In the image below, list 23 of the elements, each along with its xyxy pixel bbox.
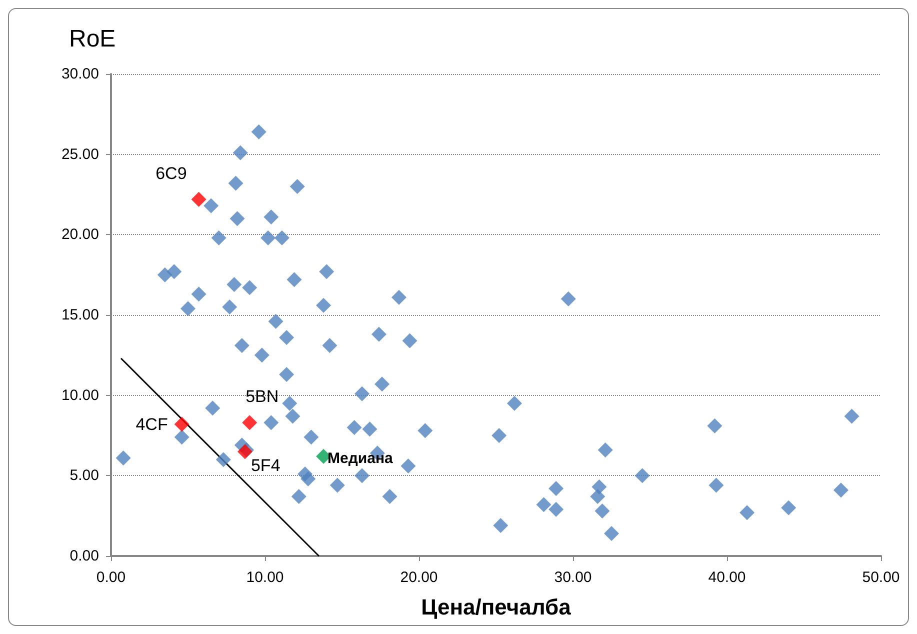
point [242, 415, 258, 430]
x-tick-label: 20.00 [400, 569, 438, 586]
x-tick-label: 50.00 [862, 569, 900, 586]
y-tick-label: 25.00 [61, 146, 99, 163]
x-tick-label: 40.00 [708, 569, 746, 586]
point [174, 416, 190, 432]
x-axis-title: Цена/печалба [421, 594, 572, 620]
y-tick-label: 5.00 [70, 467, 99, 484]
y-axis-title: RoE [69, 26, 116, 52]
y-tick-label: 15.00 [61, 306, 99, 324]
annotation: 5BN [246, 387, 279, 406]
annotation: 5F4 [250, 456, 280, 476]
y-tick-label: 10.00 [61, 386, 99, 404]
annotation: 6C9 [156, 164, 187, 183]
x-tick-label: 10.00 [246, 569, 284, 586]
y-tick-label: 30.00 [61, 66, 99, 82]
annotation: 4CF [136, 414, 168, 434]
x-tick-label: 30.00 [554, 569, 592, 586]
point [191, 192, 206, 207]
y-tick-label: 20.00 [61, 226, 99, 244]
annotation: Медиана [328, 450, 394, 467]
x-tick-label: 0.00 [96, 569, 126, 586]
y-tick-label: 0.00 [70, 548, 99, 564]
